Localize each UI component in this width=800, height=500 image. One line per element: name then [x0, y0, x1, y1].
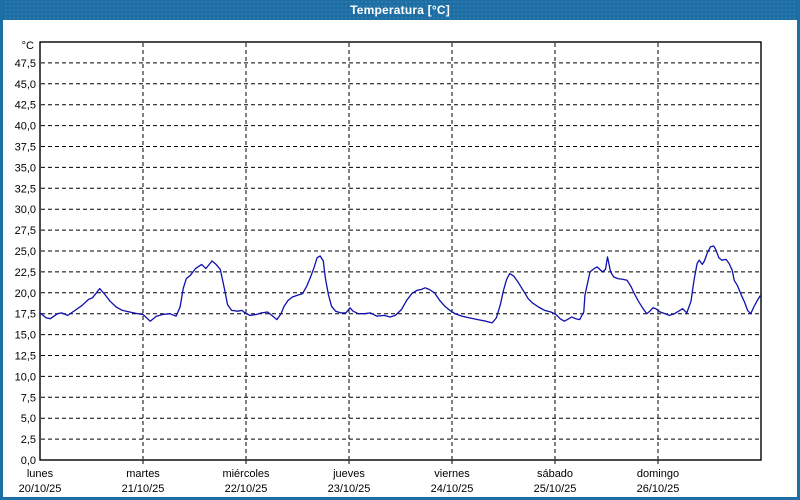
- window-title: Temperatura [°C]: [350, 3, 450, 17]
- day-date-label: 22/10/25: [225, 483, 268, 495]
- y-tick-label: 10,0: [15, 371, 36, 383]
- y-tick-label: 40,0: [15, 121, 36, 133]
- day-date-label: 24/10/25: [431, 483, 474, 495]
- y-tick-label: 12,5: [15, 351, 36, 363]
- day-name-label: jueves: [332, 468, 365, 480]
- temperature-chart-svg: 0,0 2,5 5,0 7,5 10,0 12,5 15,0 17,5 20,0 22,5 25,0…: [15, 40, 762, 495]
- y-tick-label: 30,0: [15, 204, 36, 216]
- y-tick-label: 0,0: [21, 455, 36, 467]
- day-name-label: martes: [126, 468, 160, 480]
- day-name-label: lunes: [27, 468, 54, 480]
- day-date-label: 26/10/25: [637, 483, 680, 495]
- y-tick-label: 17,5: [15, 309, 36, 321]
- y-tick-label: 35,0: [15, 162, 36, 174]
- y-tick-label: 32,5: [15, 183, 36, 195]
- y-tick-label: 22,5: [15, 267, 36, 279]
- y-tick-label: 37,5: [15, 142, 36, 154]
- day-date-label: 21/10/25: [122, 483, 165, 495]
- y-axis-unit-label: °C: [22, 40, 34, 52]
- y-tick-label: 2,5: [21, 434, 36, 446]
- y-tick-label: 5,0: [21, 413, 36, 425]
- y-tick-label: 27,5: [15, 225, 36, 237]
- y-tick-label: 45,0: [15, 79, 36, 91]
- day-date-label: 25/10/25: [534, 483, 577, 495]
- x-axis-labels: lunes 20/10/25 martes 21/10/25 miércoles 22/1…: [19, 468, 680, 495]
- grid-lines: [41, 43, 760, 464]
- day-name-label: miércoles: [222, 468, 270, 480]
- y-tick-label: 15,0: [15, 330, 36, 342]
- day-date-label: 23/10/25: [328, 483, 371, 495]
- day-name-label: viernes: [434, 468, 470, 480]
- y-tick-label: 47,5: [15, 58, 36, 70]
- y-tick-label: 25,0: [15, 246, 36, 258]
- chart-area: 0,0 2,5 5,0 7,5 10,0 12,5 15,0 17,5 20,0 22,5 25,0…: [3, 20, 797, 497]
- y-tick-label: 20,0: [15, 288, 36, 300]
- y-tick-label: 42,5: [15, 100, 36, 112]
- y-axis-labels: 0,0 2,5 5,0 7,5 10,0 12,5 15,0 17,5 20,0 22,5 25,0…: [15, 40, 36, 467]
- day-date-label: 20/10/25: [19, 483, 62, 495]
- y-tick-label: 7,5: [21, 392, 36, 404]
- title-bar: Temperatura [°C]: [3, 0, 797, 20]
- day-name-label: domingo: [637, 468, 679, 480]
- day-name-label: sábado: [537, 468, 573, 480]
- temperature-line: [39, 245, 761, 324]
